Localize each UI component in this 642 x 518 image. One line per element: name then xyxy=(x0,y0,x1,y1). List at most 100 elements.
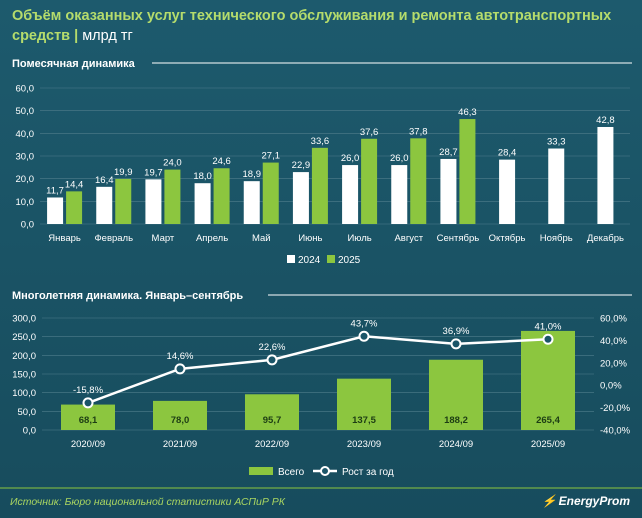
multiyear-bar-label: 265,4 xyxy=(536,415,560,426)
growth-label: 41,0% xyxy=(535,321,562,332)
monthly-label-2025: 19,9 xyxy=(114,167,133,178)
multiyear-y-right-tick: -20,0% xyxy=(600,403,631,414)
multiyear-bar-label: 137,5 xyxy=(352,415,376,426)
monthly-label-2024: 16,4 xyxy=(95,175,114,186)
monthly-x-tick: Ноябрь xyxy=(540,233,573,244)
growth-point xyxy=(358,330,370,342)
source-note: Источник: Бюро национальной статистики А… xyxy=(10,496,285,508)
multiyear-chart-title: Многолетняя динамика. Январь–сентябрь xyxy=(12,290,243,302)
chart-title: Объём оказанных услуг технического обслу… xyxy=(12,6,612,46)
growth-point xyxy=(174,363,186,375)
multiyear-bar-label: 78,0 xyxy=(171,415,190,426)
multiyear-y-left-tick: 200,0 xyxy=(12,351,36,362)
legend-label-2024: 2024 xyxy=(298,255,321,266)
monthly-bar-2025 xyxy=(115,178,132,224)
monthly-label-2024: 26,0 xyxy=(341,153,360,164)
monthly-x-tick: Декабрь xyxy=(587,233,624,244)
legend-label-total: Всего xyxy=(278,467,305,478)
monthly-label-2025: 46,3 xyxy=(458,107,477,118)
monthly-label-2025: 33,6 xyxy=(311,136,330,147)
growth-point xyxy=(450,338,462,350)
monthly-label-2025: 14,4 xyxy=(65,179,84,190)
multiyear-bar xyxy=(521,330,575,430)
growth-label: -15,8% xyxy=(73,385,104,396)
monthly-label-2024: 28,7 xyxy=(439,147,458,158)
growth-point xyxy=(542,333,554,345)
multiyear-y-right-tick: -40,0% xyxy=(600,426,631,437)
monthly-label-2024: 22,9 xyxy=(292,160,311,171)
monthly-bar-2024 xyxy=(342,165,359,224)
multiyear-y-left-tick: 0,0 xyxy=(23,426,36,437)
monthly-bar-2024 xyxy=(243,181,260,224)
monthly-label-2024: 26,0 xyxy=(390,153,409,164)
monthly-x-tick: Октябрь xyxy=(489,233,526,244)
monthly-y-tick: 40,0 xyxy=(16,129,35,140)
monthly-label-2024: 33,3 xyxy=(547,137,566,148)
monthly-bar-2024 xyxy=(292,172,309,224)
multiyear-bar xyxy=(153,400,207,430)
monthly-label-2024: 42,8 xyxy=(596,115,615,126)
monthly-bar-2024 xyxy=(597,126,614,224)
monthly-bar-2025 xyxy=(66,191,83,224)
legend-swatch-2025 xyxy=(327,255,335,263)
monthly-label-2024: 18,9 xyxy=(243,169,262,180)
monthly-bar-2024 xyxy=(440,158,457,224)
growth-point xyxy=(82,397,94,409)
growth-label: 43,7% xyxy=(351,318,378,329)
multiyear-x-tick: 2024/09 xyxy=(439,439,473,450)
monthly-label-2025: 27,1 xyxy=(262,151,281,162)
monthly-y-tick: 20,0 xyxy=(16,174,35,185)
monthly-bar-2024 xyxy=(145,179,162,224)
monthly-y-tick: 60,0 xyxy=(16,84,35,95)
monthly-label-2024: 19,7 xyxy=(144,167,163,178)
monthly-y-tick: 10,0 xyxy=(16,197,35,208)
monthly-label-2024: 18,0 xyxy=(193,171,212,182)
monthly-chart: 0,0 10,0 20,0 30,0 40,0 50,0 60,0 11,714,4 Январ… xyxy=(16,84,630,266)
monthly-x-tick: Февраль xyxy=(94,233,133,244)
growth-label: 22,6% xyxy=(259,342,286,353)
multiyear-x-tick: 2022/09 xyxy=(255,439,289,450)
monthly-y-tick: 0,0 xyxy=(21,220,34,231)
multiyear-y-right-tick: 0,0% xyxy=(600,381,622,392)
legend-swatch-2024 xyxy=(287,255,295,263)
monthly-x-tick: Январь xyxy=(48,233,81,244)
multiyear-y-left-tick: 250,0 xyxy=(12,332,36,343)
multiyear-x-tick: 2020/09 xyxy=(71,439,105,450)
growth-line xyxy=(87,334,549,405)
brand-logo: ⚡ EnergyProm xyxy=(542,494,630,508)
legend-swatch-growth-marker xyxy=(320,466,330,476)
monthly-x-tick: Май xyxy=(252,233,271,244)
multiyear-y-right-tick: 20,0% xyxy=(600,358,627,369)
multiyear-bar xyxy=(337,378,391,430)
multiyear-bar xyxy=(429,359,483,430)
monthly-y-tick: 30,0 xyxy=(16,152,35,163)
multiyear-y-left-tick: 300,0 xyxy=(12,314,36,325)
monthly-x-tick: Март xyxy=(152,233,175,244)
title-text: Объём оказанных услуг технического обслу… xyxy=(12,8,612,44)
monthly-x-tick: Июнь xyxy=(298,233,322,244)
multiyear-bar-label: 188,2 xyxy=(444,415,468,426)
monthly-bar-2025 xyxy=(164,169,181,224)
monthly-bar-2024 xyxy=(96,186,113,224)
monthly-bar-2024 xyxy=(499,159,516,224)
multiyear-y-left-tick: 150,0 xyxy=(12,370,36,381)
multiyear-bar xyxy=(61,404,115,430)
growth-label: 36,9% xyxy=(443,326,470,337)
multiyear-bar-label: 68,1 xyxy=(79,415,98,426)
multiyear-y-left-tick: 100,0 xyxy=(12,388,36,399)
legend-label-2025: 2025 xyxy=(338,255,361,266)
monthly-x-tick: Апрель xyxy=(196,233,228,244)
multiyear-y-left-tick: 50,0 xyxy=(18,407,37,418)
title-unit: млрд тг xyxy=(82,28,133,44)
monthly-y-tick: 50,0 xyxy=(16,106,35,117)
monthly-bar-2024 xyxy=(548,148,565,224)
monthly-x-tick: Август xyxy=(394,233,423,244)
title-separator: | xyxy=(74,28,83,44)
monthly-label-2025: 24,0 xyxy=(163,158,182,169)
monthly-label-2025: 24,6 xyxy=(212,156,231,167)
monthly-label-2024: 11,7 xyxy=(46,185,64,196)
monthly-bar-2025 xyxy=(459,119,476,224)
monthly-bar-2025 xyxy=(410,138,427,224)
bolt-icon: ⚡ xyxy=(541,494,557,508)
